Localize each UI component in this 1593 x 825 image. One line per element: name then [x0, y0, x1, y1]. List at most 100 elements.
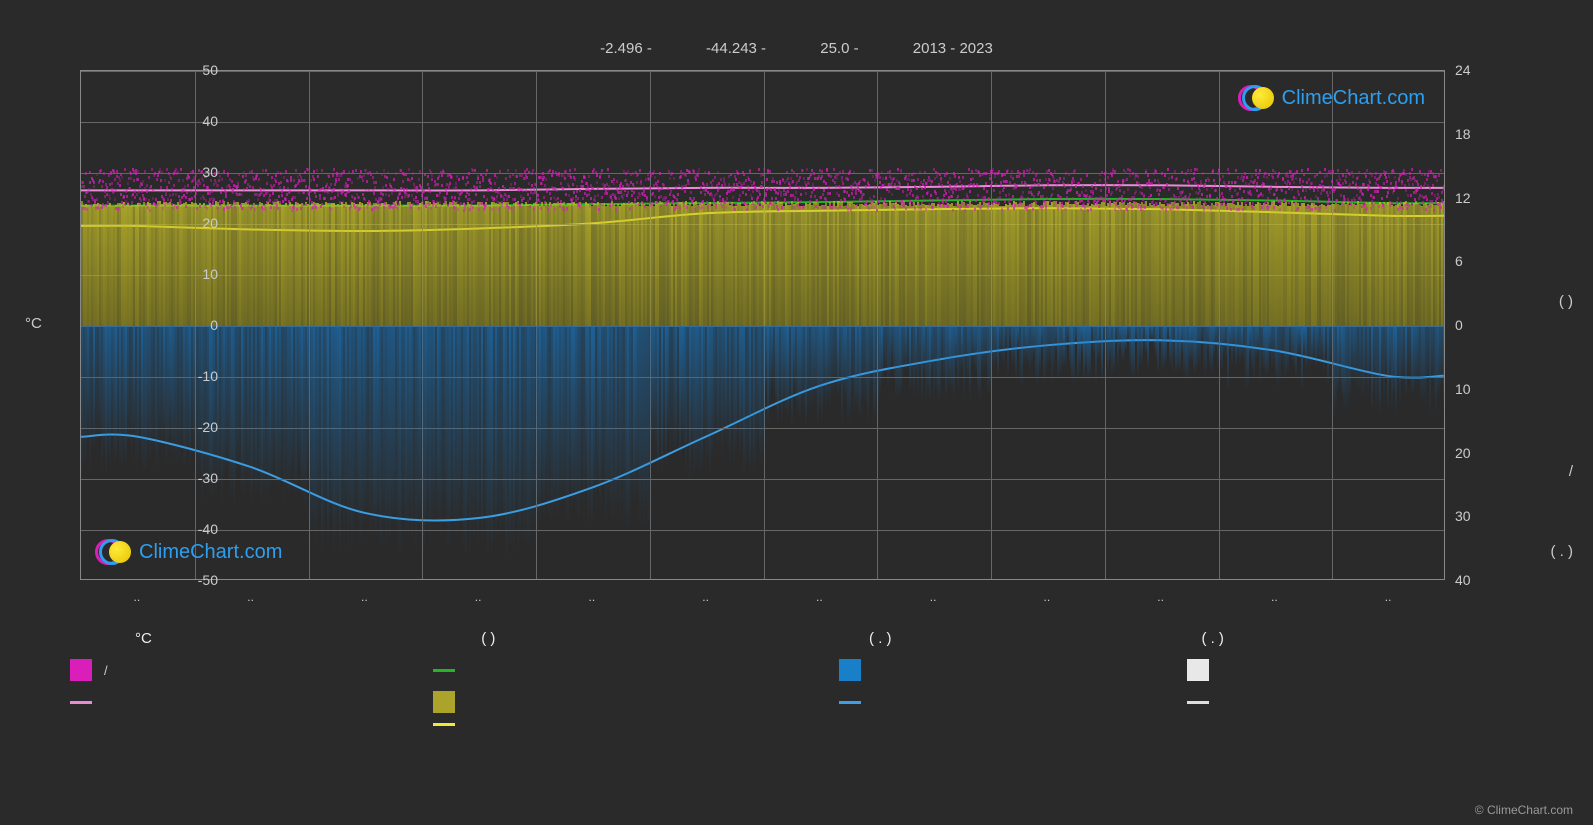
temp-dot: [267, 173, 269, 176]
temp-dot: [412, 203, 414, 206]
temp-dot: [628, 184, 630, 187]
temp-dot: [1023, 170, 1025, 173]
temp-dot: [1216, 197, 1218, 200]
temp-dot: [1393, 189, 1395, 192]
temp-dot: [1325, 206, 1327, 209]
temp-dot: [1174, 170, 1176, 173]
temp-dot: [1023, 174, 1025, 177]
temp-dot: [1372, 205, 1374, 208]
temp-dot: [936, 175, 938, 178]
temp-dot: [653, 170, 655, 173]
temp-dot: [1268, 173, 1270, 176]
temp-dot: [818, 186, 820, 189]
temp-dot: [588, 193, 590, 196]
temp-dot: [468, 193, 470, 196]
temp-dot: [102, 180, 104, 183]
temp-dot: [1004, 200, 1006, 203]
temp-dot: [1282, 177, 1284, 180]
temp-dot: [435, 205, 437, 208]
temp-dot: [956, 183, 958, 186]
temp-dot: [221, 178, 223, 181]
temp-dot: [1049, 200, 1051, 203]
temp-dot: [820, 196, 822, 199]
temp-dot: [1011, 170, 1013, 173]
temp-dot: [1261, 206, 1263, 209]
temp-dot: [1212, 170, 1214, 173]
temp-dot: [1231, 195, 1233, 198]
temp-dot: [1038, 191, 1040, 194]
watermark-text-2: ClimeChart.com: [139, 541, 282, 564]
temp-dot: [991, 181, 993, 184]
temp-dot: [1168, 177, 1170, 180]
temp-dot: [732, 196, 734, 199]
temp-dot: [1001, 208, 1003, 211]
temp-dot: [1183, 202, 1185, 205]
temp-dot: [706, 183, 708, 186]
temp-dot: [839, 171, 841, 174]
temp-dot: [560, 200, 562, 203]
temp-dot: [983, 187, 985, 190]
temp-dot: [1350, 203, 1352, 206]
temp-dot: [305, 185, 307, 188]
temp-dot: [118, 207, 120, 210]
temp-dot: [1441, 191, 1443, 194]
temp-dot: [1300, 197, 1302, 200]
temp-dot: [169, 194, 171, 197]
temp-dot: [307, 168, 309, 171]
temp-dot: [984, 199, 986, 202]
temp-dot: [382, 186, 384, 189]
temp-dot: [1426, 198, 1428, 201]
temp-dot: [96, 173, 98, 176]
watermark-logo-icon: [95, 539, 133, 565]
temp-dot: [1319, 184, 1321, 187]
temp-dot: [942, 198, 944, 201]
temp-dot: [739, 194, 741, 197]
temp-dot: [180, 168, 182, 171]
temp-dot: [952, 191, 954, 194]
temp-dot: [668, 200, 670, 203]
temp-dot: [1065, 172, 1067, 175]
temp-dot: [750, 180, 752, 183]
temp-dot: [378, 206, 380, 209]
temp-dot: [1334, 209, 1336, 212]
temp-dot: [1373, 196, 1375, 199]
temp-dot: [514, 182, 516, 185]
x-tick: ..: [247, 590, 254, 604]
temp-dot: [445, 197, 447, 200]
temp-dot: [1427, 174, 1429, 177]
temp-dot: [806, 168, 808, 171]
temp-dot: [1324, 168, 1326, 171]
temp-dot: [1052, 187, 1054, 190]
temp-dot: [160, 179, 162, 182]
temp-dot: [1407, 194, 1409, 197]
temp-dot: [768, 205, 770, 208]
temp-dot: [178, 195, 180, 198]
temp-dot: [1127, 188, 1129, 191]
temp-dot: [469, 208, 471, 211]
temp-dot: [99, 179, 101, 182]
temp-dot: [1120, 208, 1122, 211]
temp-dot: [1019, 172, 1021, 175]
temp-dot: [513, 187, 515, 190]
temp-dot: [248, 199, 250, 202]
temp-dot: [330, 183, 332, 186]
temp-dot: [596, 181, 598, 184]
temp-dot: [1109, 199, 1111, 202]
temp-dot: [451, 196, 453, 199]
temp-dot: [889, 170, 891, 173]
temp-dot: [142, 180, 144, 183]
temp-dot: [1351, 171, 1353, 174]
temp-dot: [1423, 185, 1425, 188]
temp-dot: [1276, 188, 1278, 191]
temp-dot: [165, 190, 167, 193]
temp-dot: [638, 203, 640, 206]
temp-dot: [594, 199, 596, 202]
y-right-tick: 24: [1455, 62, 1471, 78]
temp-dot: [466, 176, 468, 179]
y-right-tick: 10: [1455, 381, 1471, 397]
temp-dot: [328, 175, 330, 178]
temp-dot: [1337, 169, 1339, 172]
temp-dot: [964, 185, 966, 188]
temp-dot: [186, 191, 188, 194]
temp-dot: [1181, 171, 1183, 174]
